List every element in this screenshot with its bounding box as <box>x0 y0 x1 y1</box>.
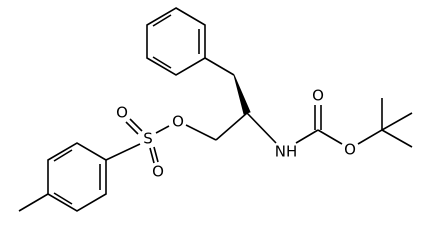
benzene-ring <box>146 7 206 76</box>
bond <box>381 129 413 148</box>
bond <box>53 192 73 205</box>
atom-label: O <box>152 163 164 181</box>
bond <box>185 124 217 141</box>
bond <box>317 129 343 145</box>
bond <box>152 14 172 27</box>
atom-label: O <box>312 87 324 105</box>
bond <box>246 112 277 144</box>
bond <box>129 118 143 132</box>
bond <box>53 149 73 162</box>
atom-label: O <box>344 141 356 159</box>
bond <box>153 146 159 163</box>
bond <box>125 121 139 135</box>
bond <box>152 56 172 69</box>
bond <box>149 147 155 164</box>
wedge-bond <box>233 74 251 115</box>
atom-label: S <box>143 130 153 148</box>
atom-label: O <box>172 113 184 131</box>
bond <box>381 112 413 131</box>
atom-label: NH <box>275 143 298 161</box>
atom-label: O <box>116 104 128 122</box>
bond <box>204 57 235 76</box>
bond <box>357 129 383 145</box>
bond <box>105 143 141 161</box>
toluene-ring <box>47 142 107 212</box>
bond <box>155 125 170 134</box>
bond <box>295 129 319 144</box>
bond <box>18 193 49 212</box>
bond <box>215 112 248 141</box>
molecule: O S O O NH O O <box>18 7 413 212</box>
